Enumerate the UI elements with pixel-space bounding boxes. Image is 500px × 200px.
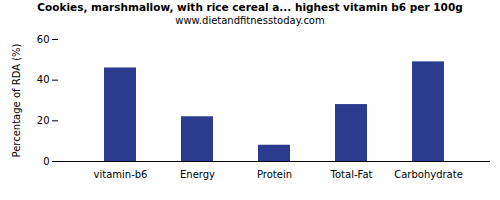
html-text:Cookies, marshmallow, with ric: Cookies, marshmallow, with rice cereal a… — [37, 1, 463, 13]
svg-text:Total-Fat: Total-Fat — [330, 169, 373, 180]
svg-text:0: 0 — [43, 156, 49, 167]
svg-text:vitamin-b6: vitamin-b6 — [94, 169, 148, 180]
svg-text:Carbohydrate: Carbohydrate — [394, 169, 463, 180]
svg-text:Energy: Energy — [180, 169, 215, 180]
svg-text:Percentage of RDA (%): Percentage of RDA (%) — [11, 43, 22, 157]
html-text:www.dietandfitnesstoday.com: www.dietandfitnesstoday.com — [175, 15, 325, 26]
svg-text:40: 40 — [37, 74, 50, 85]
svg-text:20: 20 — [37, 115, 50, 126]
svg-text:Protein: Protein — [257, 169, 292, 180]
svg-text:60: 60 — [37, 34, 50, 45]
